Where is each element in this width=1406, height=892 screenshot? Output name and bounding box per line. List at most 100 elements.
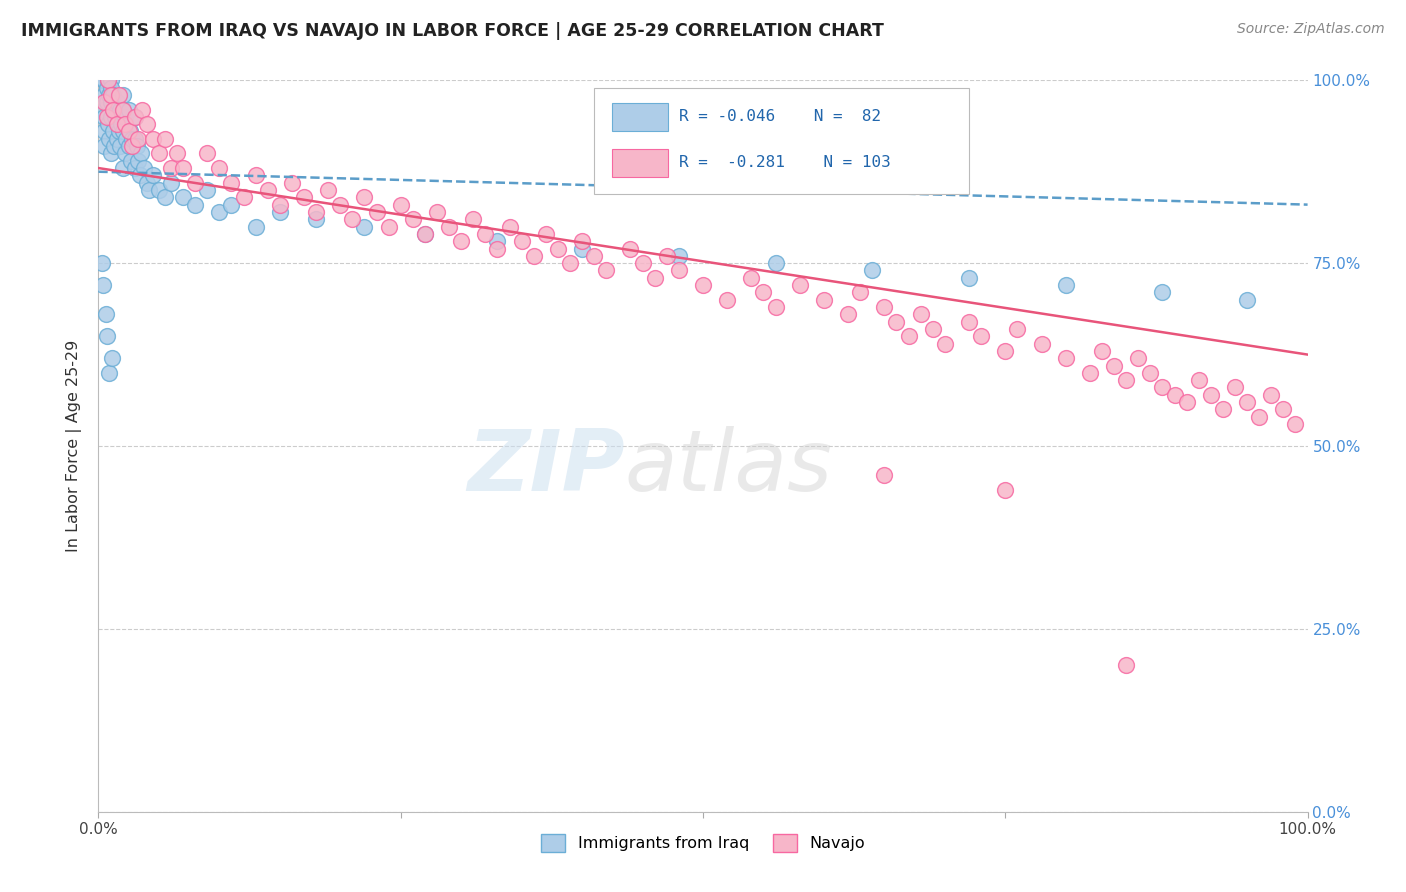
- Point: [91, 278, 114, 293]
- Point: [269, 197, 291, 211]
- Point: [1249, 409, 1271, 424]
- Point: [486, 234, 509, 248]
- Point: [1188, 373, 1211, 387]
- Point: [166, 146, 188, 161]
- Point: [131, 103, 153, 117]
- Point: [93, 110, 115, 124]
- Point: [107, 117, 129, 131]
- Point: [127, 153, 149, 168]
- Point: [97, 73, 120, 87]
- Point: [342, 212, 364, 227]
- Legend: Immigrants from Iraq, Navajo: Immigrants from Iraq, Navajo: [534, 828, 872, 859]
- Point: [98, 132, 121, 146]
- Point: [108, 103, 131, 117]
- Point: [121, 132, 143, 146]
- Point: [101, 87, 124, 102]
- Point: [111, 103, 134, 117]
- Point: [105, 95, 128, 110]
- Point: [426, 205, 449, 219]
- Point: [148, 146, 170, 161]
- Point: [160, 161, 183, 175]
- Point: [1284, 417, 1306, 431]
- Point: [765, 256, 787, 270]
- Point: [101, 124, 124, 138]
- Point: [100, 73, 122, 87]
- Point: [316, 183, 339, 197]
- Point: [437, 219, 460, 234]
- Point: [934, 336, 956, 351]
- Point: [1115, 373, 1137, 387]
- Point: [1007, 322, 1029, 336]
- Point: [510, 234, 533, 248]
- Point: [1152, 285, 1174, 300]
- Point: [93, 139, 115, 153]
- Point: [957, 315, 980, 329]
- Point: [873, 468, 896, 483]
- Point: [498, 219, 520, 234]
- Point: [1054, 351, 1077, 366]
- Point: [873, 300, 896, 314]
- Point: [184, 176, 207, 190]
- Point: [534, 227, 557, 241]
- Point: [98, 87, 121, 102]
- Point: [221, 197, 243, 211]
- Point: [153, 190, 176, 204]
- Point: [134, 161, 156, 175]
- Point: [1128, 351, 1150, 366]
- Point: [245, 169, 267, 183]
- Point: [583, 249, 606, 263]
- Point: [97, 73, 120, 87]
- Point: [765, 300, 787, 314]
- Point: [1199, 388, 1222, 402]
- Point: [1163, 388, 1185, 402]
- Text: IMMIGRANTS FROM IRAQ VS NAVAJO IN LABOR FORCE | AGE 25-29 CORRELATION CHART: IMMIGRANTS FROM IRAQ VS NAVAJO IN LABOR …: [21, 22, 884, 40]
- Point: [1175, 395, 1198, 409]
- Point: [281, 176, 304, 190]
- Point: [208, 161, 231, 175]
- Point: [1078, 366, 1101, 380]
- Point: [1223, 380, 1246, 394]
- Y-axis label: In Labor Force | Age 25-29: In Labor Force | Age 25-29: [66, 340, 83, 552]
- Point: [111, 87, 134, 102]
- Point: [1212, 402, 1234, 417]
- Point: [631, 256, 654, 270]
- Point: [103, 139, 125, 153]
- Point: [94, 307, 117, 321]
- Point: [142, 132, 165, 146]
- Point: [96, 80, 118, 95]
- Point: [93, 95, 115, 110]
- Point: [1272, 402, 1295, 417]
- Point: [245, 219, 267, 234]
- Point: [153, 132, 176, 146]
- Point: [100, 351, 122, 366]
- Point: [813, 293, 835, 307]
- FancyBboxPatch shape: [595, 87, 969, 194]
- Point: [104, 110, 127, 124]
- Point: [127, 139, 149, 153]
- Point: [96, 329, 118, 343]
- Point: [96, 110, 118, 124]
- Point: [619, 242, 641, 256]
- Point: [994, 483, 1017, 497]
- Text: R = -0.046    N =  82: R = -0.046 N = 82: [679, 110, 882, 124]
- Point: [100, 110, 122, 124]
- Point: [474, 227, 496, 241]
- Point: [353, 219, 375, 234]
- Point: [849, 285, 872, 300]
- Point: [121, 139, 143, 153]
- Point: [1115, 658, 1137, 673]
- Point: [910, 307, 932, 321]
- Point: [91, 256, 114, 270]
- Point: [886, 315, 908, 329]
- Point: [129, 146, 152, 161]
- Point: [232, 190, 254, 204]
- Point: [716, 293, 738, 307]
- Point: [100, 146, 122, 161]
- Point: [108, 124, 131, 138]
- Point: [523, 249, 546, 263]
- Point: [1031, 336, 1053, 351]
- Point: [571, 234, 593, 248]
- Point: [172, 161, 194, 175]
- Point: [124, 110, 146, 124]
- Point: [118, 103, 141, 117]
